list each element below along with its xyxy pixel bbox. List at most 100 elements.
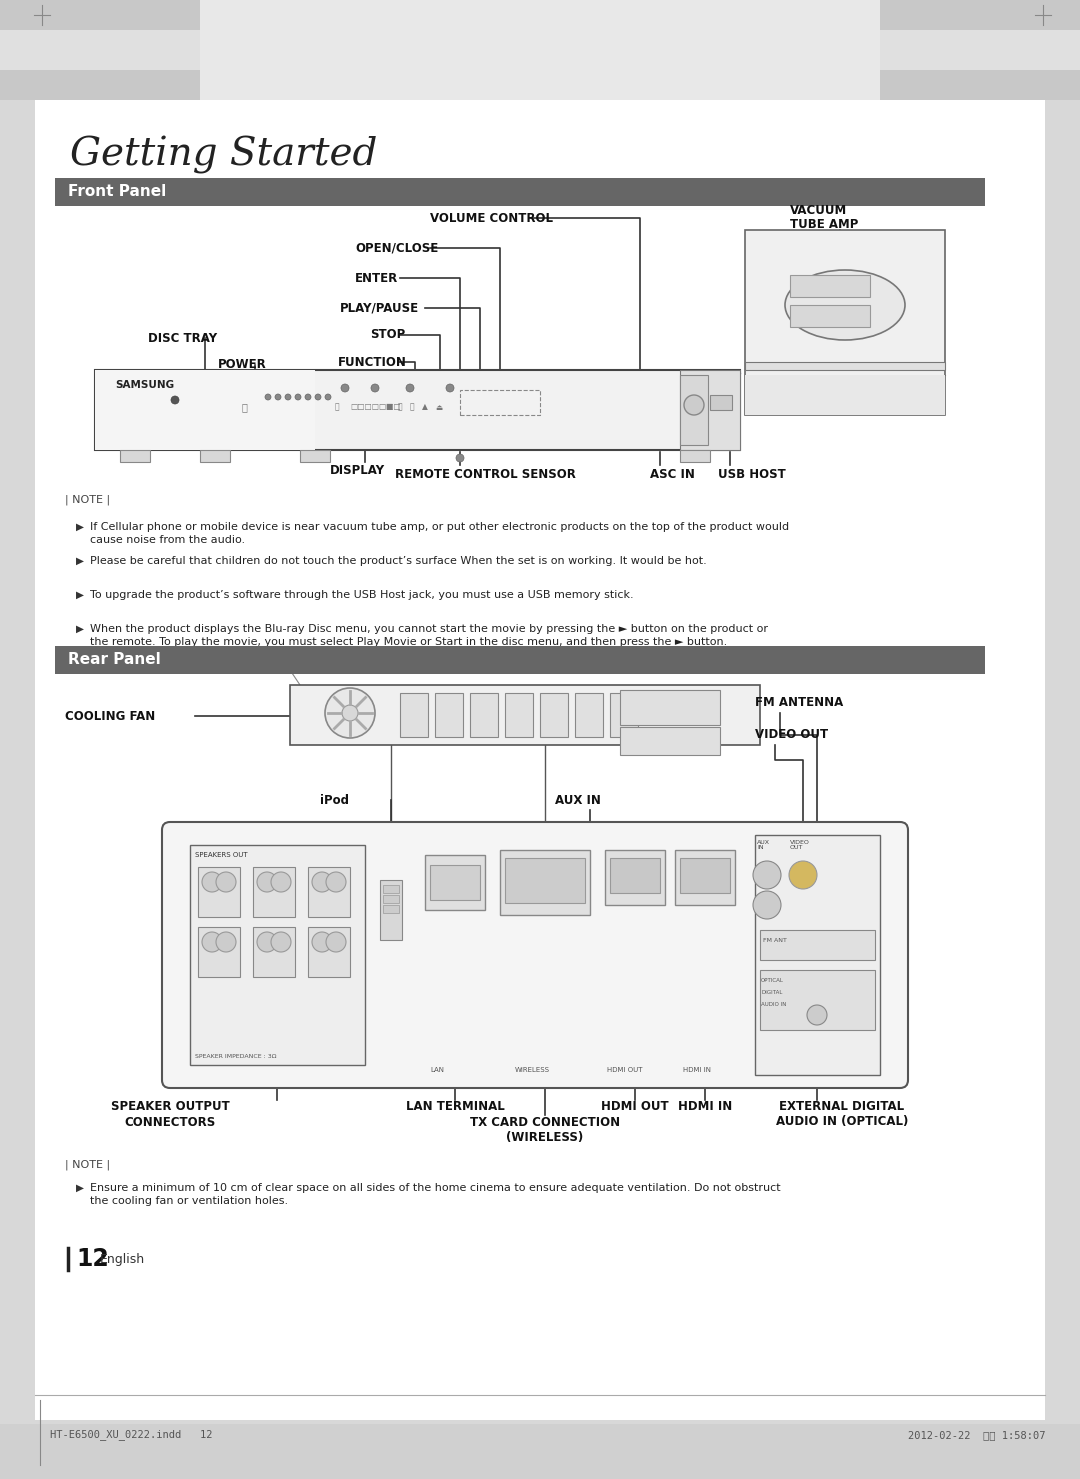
Bar (760, 970, 875, 1029)
Bar (500, 850, 590, 916)
Circle shape (202, 932, 222, 952)
Bar (383, 884, 399, 893)
Bar (680, 450, 710, 461)
Circle shape (326, 932, 346, 952)
Text: REMOTE CONTROL SENSOR: REMOTE CONTROL SENSOR (395, 469, 576, 482)
Text: HDMI OUT: HDMI OUT (602, 1100, 669, 1114)
Text: ⏻: ⏻ (242, 402, 248, 413)
Bar (745, 231, 945, 416)
Circle shape (295, 393, 301, 399)
Text: OPEN/CLOSE: OPEN/CLOSE (355, 241, 438, 254)
Bar (400, 694, 428, 737)
Text: ⏯: ⏯ (410, 402, 415, 411)
Text: EXTERNAL DIGITAL: EXTERNAL DIGITAL (780, 1100, 905, 1114)
Bar (760, 930, 875, 960)
Text: ⏮: ⏮ (399, 402, 403, 411)
Bar (0, 1424, 1080, 1479)
Bar (308, 867, 350, 917)
Text: TUBE AMP: TUBE AMP (789, 217, 859, 231)
Bar (380, 880, 402, 941)
Circle shape (446, 385, 454, 392)
Text: FM ANTENNA: FM ANTENNA (755, 697, 843, 710)
Text: POWER: POWER (218, 358, 267, 371)
Bar (253, 927, 295, 978)
Bar (540, 694, 568, 737)
Text: WIRELESS: WIRELESS (515, 1066, 550, 1072)
Circle shape (305, 393, 311, 399)
Text: AUX IN: AUX IN (555, 794, 600, 806)
Circle shape (257, 873, 276, 892)
Bar (430, 865, 480, 901)
Circle shape (216, 932, 237, 952)
Text: FUNCTION: FUNCTION (338, 355, 407, 368)
Bar (680, 370, 740, 450)
Text: ▶: ▶ (76, 522, 84, 532)
Text: VIDEO
OUT: VIDEO OUT (789, 840, 810, 850)
Text: COOLING FAN: COOLING FAN (65, 710, 156, 723)
Text: Please be careful that children do not touch the product’s surface When the set : Please be careful that children do not t… (90, 556, 706, 566)
Text: To upgrade the product’s software through the USB Host jack, you must use a USB : To upgrade the product’s software throug… (90, 590, 634, 600)
Circle shape (456, 454, 464, 461)
Text: HDMI IN: HDMI IN (683, 1066, 711, 1072)
Bar (575, 694, 603, 737)
Circle shape (789, 861, 816, 889)
Text: English: English (100, 1253, 145, 1266)
Text: (WIRELESS): (WIRELESS) (507, 1130, 583, 1143)
Bar (610, 694, 638, 737)
Bar (95, 370, 740, 450)
Circle shape (807, 1006, 827, 1025)
Bar (789, 305, 870, 327)
Circle shape (341, 385, 349, 392)
Bar (460, 390, 540, 416)
Circle shape (271, 932, 291, 952)
Text: DIGITAL: DIGITAL (761, 989, 782, 994)
Text: TX CARD CONNECTION: TX CARD CONNECTION (470, 1115, 620, 1128)
Ellipse shape (785, 271, 905, 340)
Text: ENTER: ENTER (355, 272, 399, 284)
Bar (200, 450, 230, 461)
Bar (253, 867, 295, 917)
Circle shape (325, 688, 375, 738)
Circle shape (372, 385, 379, 392)
Bar (435, 694, 463, 737)
Text: Front Panel: Front Panel (68, 185, 166, 200)
Bar (120, 450, 150, 461)
Text: AUDIO IN (OPTICAL): AUDIO IN (OPTICAL) (775, 1115, 908, 1128)
Circle shape (325, 393, 330, 399)
Circle shape (171, 396, 179, 404)
Text: Rear Panel: Rear Panel (68, 652, 161, 667)
Text: ASC IN: ASC IN (650, 469, 694, 482)
Text: 12: 12 (76, 1247, 109, 1270)
Text: VOLUME CONTROL: VOLUME CONTROL (430, 211, 553, 225)
Bar (291, 685, 760, 745)
Text: OPTICAL: OPTICAL (761, 978, 784, 982)
Text: ▶: ▶ (76, 556, 84, 566)
Bar (710, 395, 732, 410)
Bar (605, 850, 665, 905)
Text: ▶: ▶ (76, 1183, 84, 1194)
Text: FM ANT: FM ANT (762, 938, 787, 942)
Bar (620, 691, 720, 725)
Bar (789, 275, 870, 297)
Circle shape (271, 873, 291, 892)
Text: If Cellular phone or mobile device is near vacuum tube amp, or put other electro: If Cellular phone or mobile device is ne… (90, 522, 789, 546)
Bar (190, 845, 365, 1065)
Text: iPod: iPod (320, 794, 349, 806)
Text: DISPLAY: DISPLAY (330, 463, 386, 476)
Text: 2012-02-22  오후 1:58:07: 2012-02-22 오후 1:58:07 (907, 1430, 1045, 1441)
Text: AUDIO IN: AUDIO IN (761, 1001, 786, 1007)
Text: ▲: ▲ (422, 402, 428, 411)
Text: HDMI IN: HDMI IN (678, 1100, 732, 1114)
Text: STOP: STOP (370, 328, 405, 342)
Bar (35, 101, 1045, 1420)
Circle shape (202, 873, 222, 892)
Text: CONNECTORS: CONNECTORS (124, 1115, 216, 1128)
Bar (198, 927, 240, 978)
Text: VACUUM: VACUUM (789, 204, 847, 216)
Text: VIDEO OUT: VIDEO OUT (755, 729, 828, 741)
Circle shape (257, 932, 276, 952)
Circle shape (753, 861, 781, 889)
Circle shape (285, 393, 291, 399)
Bar (505, 694, 534, 737)
Bar (745, 376, 945, 416)
